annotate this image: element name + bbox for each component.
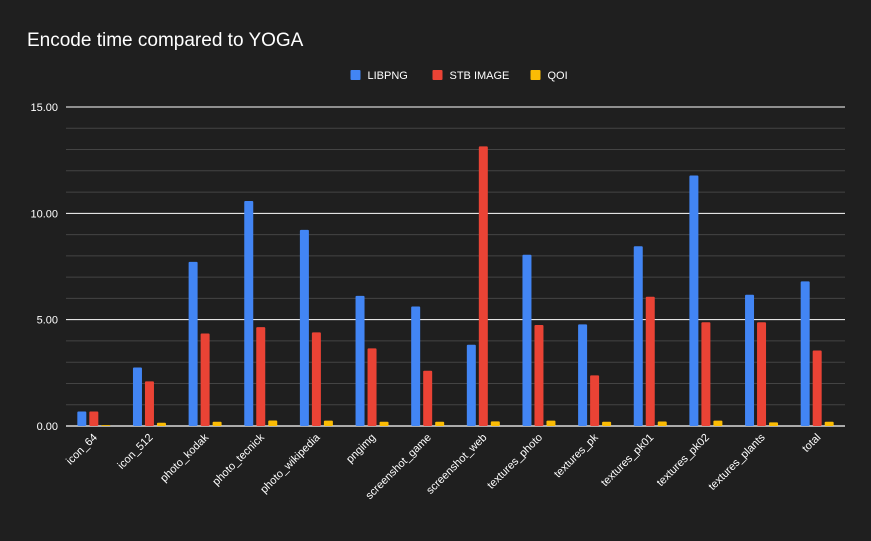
- bars: [77, 146, 834, 427]
- bar-stb-image-textures-pk01: [645, 296, 655, 426]
- bar-libpng-icon-64: [77, 411, 87, 426]
- legend-swatch: [432, 70, 443, 80]
- bar-qoi-photo-wikipedia: [323, 420, 333, 426]
- bar-stb-image-icon-64: [89, 411, 99, 426]
- bar-qoi-screenshot-web: [490, 421, 500, 426]
- bar-stb-image-textures-pk02: [701, 322, 711, 426]
- bar-stb-image-textures-photo: [534, 324, 544, 426]
- legend: LIBPNG STB IMAGE QOI: [350, 70, 568, 82]
- legend-swatch: [350, 70, 361, 80]
- bar-libpng-textures-plants: [745, 294, 755, 426]
- y-axis-labels: 0.00 5.00 10.00 15.00: [30, 102, 58, 433]
- chart-title: Encode time compared to YOGA: [27, 30, 304, 51]
- bar-stb-image-screenshot-game: [423, 370, 433, 426]
- bar-qoi-icon-512: [156, 422, 166, 426]
- bar-libpng-total: [800, 281, 810, 426]
- bar-qoi-textures-plants: [769, 422, 779, 426]
- legend-item-stb-image: STB IMAGE: [432, 70, 510, 82]
- bar-qoi-textures-pk02: [713, 420, 723, 426]
- bar-stb-image-total: [812, 350, 822, 426]
- bar-stb-image-textures-pk: [590, 375, 600, 426]
- bar-qoi-photo-tecnick: [268, 420, 278, 426]
- bar-qoi-pngimg: [379, 421, 389, 426]
- bar-stb-image-photo-kodak: [200, 333, 210, 426]
- bar-libpng-screenshot-web: [466, 344, 476, 426]
- bar-libpng-textures-pk01: [633, 246, 643, 426]
- bar-libpng-screenshot-game: [411, 306, 421, 426]
- bar-libpng-textures-pk02: [689, 175, 699, 426]
- bar-stb-image-screenshot-web: [478, 146, 488, 427]
- bar-qoi-total: [824, 421, 834, 426]
- y-tick-label: 0.00: [37, 421, 58, 433]
- bar-libpng-photo-tecnick: [244, 200, 254, 426]
- bar-qoi-screenshot-game: [435, 421, 445, 426]
- bar-stb-image-photo-wikipedia: [311, 332, 321, 426]
- y-tick-label: 5.00: [37, 315, 58, 327]
- legend-item-qoi: QOI: [530, 70, 568, 82]
- bar-libpng-textures-photo: [522, 254, 532, 426]
- bar-libpng-photo-kodak: [188, 261, 198, 426]
- bar-stb-image-textures-plants: [757, 322, 767, 426]
- bar-stb-image-photo-tecnick: [256, 327, 266, 426]
- bar-qoi-icon-64: [101, 425, 111, 426]
- y-tick-label: 10.00: [30, 208, 58, 220]
- legend-label: STB IMAGE: [450, 70, 510, 82]
- y-tick-label: 15.00: [30, 102, 58, 114]
- bar-qoi-textures-photo: [546, 420, 556, 426]
- legend-swatch: [530, 70, 541, 80]
- legend-label: QOI: [548, 70, 568, 82]
- bar-qoi-photo-kodak: [212, 421, 222, 426]
- bar-libpng-photo-wikipedia: [299, 229, 309, 426]
- bar-stb-image-pngimg: [367, 348, 377, 426]
- bar-stb-image-icon-512: [144, 381, 154, 426]
- bar-qoi-textures-pk01: [657, 421, 667, 426]
- bar-qoi-textures-pk: [602, 421, 612, 426]
- bar-libpng-pngimg: [355, 295, 365, 426]
- bar-libpng-icon-512: [132, 367, 142, 426]
- legend-label: LIBPNG: [368, 70, 408, 82]
- legend-item-libpng: LIBPNG: [350, 70, 408, 82]
- bar-libpng-textures-pk: [578, 324, 588, 426]
